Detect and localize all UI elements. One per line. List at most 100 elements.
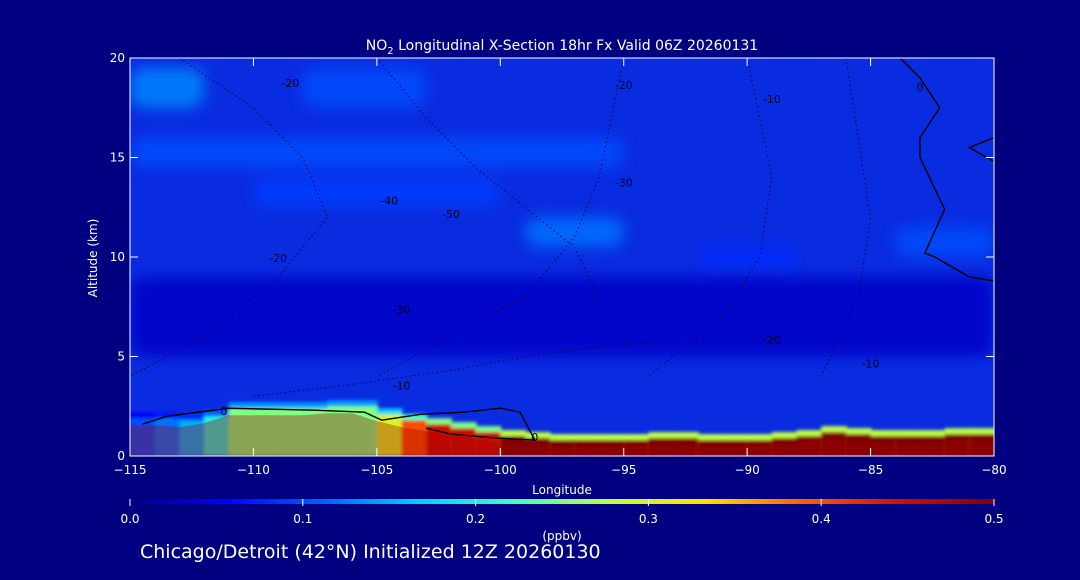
x-tick-label: −115 <box>114 463 147 477</box>
footer-caption: Chicago/Detroit (42°N) Initialized 12Z 2… <box>140 541 601 563</box>
concentration-band <box>302 67 427 108</box>
surface-layer-cell <box>870 436 897 456</box>
surface-layer-cell <box>845 434 872 456</box>
contour-label: -40 <box>380 194 398 207</box>
surface-layer <box>130 400 994 456</box>
surface-layer-cell <box>944 434 971 456</box>
surface-layer-cell <box>895 436 921 456</box>
surface-layer-cell <box>524 438 551 456</box>
zero-contours <box>142 58 994 441</box>
surface-layer-cell <box>401 420 428 456</box>
contour-label: 0 <box>220 405 227 418</box>
surface-layer-cell <box>204 416 230 456</box>
contour-label: -10 <box>862 357 880 370</box>
contour-label: -20 <box>615 79 633 92</box>
contour-label: 0 <box>531 431 538 444</box>
colorbar-tick-label: 0.4 <box>812 512 831 526</box>
colorbar-tick-label: 0.5 <box>984 512 1003 526</box>
contour-label: -10 <box>393 379 411 392</box>
surface-layer-cell <box>179 420 206 456</box>
contour-label: -10 <box>763 93 781 106</box>
surface-layer-cell <box>549 440 576 456</box>
colorbar-strip <box>130 499 994 504</box>
plot-background <box>130 58 994 456</box>
concentration-band <box>130 276 994 357</box>
surface-layer-cell <box>376 414 403 456</box>
surface-layer-cell <box>278 408 304 456</box>
contour-label: -20 <box>763 334 781 347</box>
surface-layer-cell <box>228 408 255 456</box>
contour-label: -20 <box>269 252 287 265</box>
contour-label: -50 <box>442 208 460 221</box>
surface-layer-cell <box>673 438 699 456</box>
x-tick-label: −105 <box>360 463 393 477</box>
concentration-band <box>130 137 624 168</box>
colorbar-tick-label: 0.0 <box>120 512 139 526</box>
contour-label: -20 <box>281 77 299 90</box>
contour-label: -30 <box>393 304 411 317</box>
y-axis: 0 5 10 15 20 <box>110 51 994 463</box>
y-tick-label: 10 <box>110 250 125 264</box>
surface-layer-cell <box>253 408 280 456</box>
colorbar: 0.0 0.1 0.2 0.3 0.4 0.5 (ppbv) <box>120 499 1004 543</box>
y-tick-label: 15 <box>110 151 125 165</box>
y-tick-label: 20 <box>110 51 125 65</box>
y-axis-label: Altitude (km) <box>86 219 100 298</box>
dotted-contour-line <box>130 58 329 377</box>
contour-label: 0 <box>916 81 923 94</box>
surface-layer-cell <box>623 440 650 456</box>
concentration-band <box>253 177 501 208</box>
y-tick-label: 5 <box>117 350 125 364</box>
colorbar-tick-label: 0.2 <box>466 512 485 526</box>
dotted-contour-line <box>648 58 773 377</box>
concentration-band <box>130 67 205 108</box>
surface-layer-cell <box>599 440 625 456</box>
contour-label: -30 <box>615 176 633 189</box>
x-axis: −115 −110 −105 −100 −95 −90 −85 −80 <box>114 58 1007 477</box>
surface-layer-cell <box>450 428 477 456</box>
x-tick-label: −90 <box>734 463 759 477</box>
terrain-shape <box>130 413 994 456</box>
surface-layer-cell <box>697 440 724 456</box>
plot-area: -20 -40 -50 -20 -30 -10 0 -20 -30 -10 -20 -10 0 0 <box>130 58 994 456</box>
dotted-contours <box>130 58 872 397</box>
colorbar-ticks: 0.0 0.1 0.2 0.3 0.4 0.5 <box>120 499 1004 526</box>
surface-layer-cell <box>771 438 798 456</box>
surface-layer-cell <box>796 436 823 456</box>
colorbar-label: (ppbv) <box>542 529 581 543</box>
dotted-contour-line <box>820 58 872 377</box>
surface-layer-cell <box>574 440 601 456</box>
surface-layer-cell <box>500 436 526 456</box>
concentration-band <box>895 227 994 257</box>
surface-layer-cell <box>969 434 994 456</box>
zero-contour-line <box>142 407 537 441</box>
surface-layer-cell <box>352 406 378 456</box>
concentration-band <box>697 247 797 267</box>
concentration-bands <box>130 67 994 357</box>
surface-layer-cell <box>919 436 946 456</box>
x-tick-label: −80 <box>981 463 1006 477</box>
x-tick-label: −100 <box>484 463 517 477</box>
terrain-fill <box>130 413 994 456</box>
surface-layer-cell <box>722 440 749 456</box>
x-axis-label: Longitude <box>532 483 592 497</box>
surface-layer-cell <box>821 432 847 456</box>
surface-layer-cell <box>747 440 773 456</box>
x-tick-label: −110 <box>237 463 270 477</box>
contour-labels: -20 -40 -50 -20 -30 -10 0 -20 -30 -10 -20 -10 0 0 <box>220 77 923 444</box>
surface-layer-cell <box>327 406 354 456</box>
y-tick-label: 0 <box>117 449 125 463</box>
zero-contour-line <box>899 58 994 282</box>
surface-layer-cell <box>648 438 675 456</box>
surface-layer-cell <box>302 408 329 456</box>
x-tick-label: −85 <box>858 463 883 477</box>
x-tick-label: −95 <box>611 463 636 477</box>
colorbar-tick-label: 0.3 <box>639 512 658 526</box>
colorbar-tick-label: 0.1 <box>293 512 312 526</box>
surface-layer-cell <box>154 418 181 456</box>
dotted-contour-line <box>376 58 600 298</box>
concentration-band <box>524 217 624 248</box>
chart-title: NO2 Longitudinal X-Section 18hr Fx Valid… <box>366 38 758 57</box>
